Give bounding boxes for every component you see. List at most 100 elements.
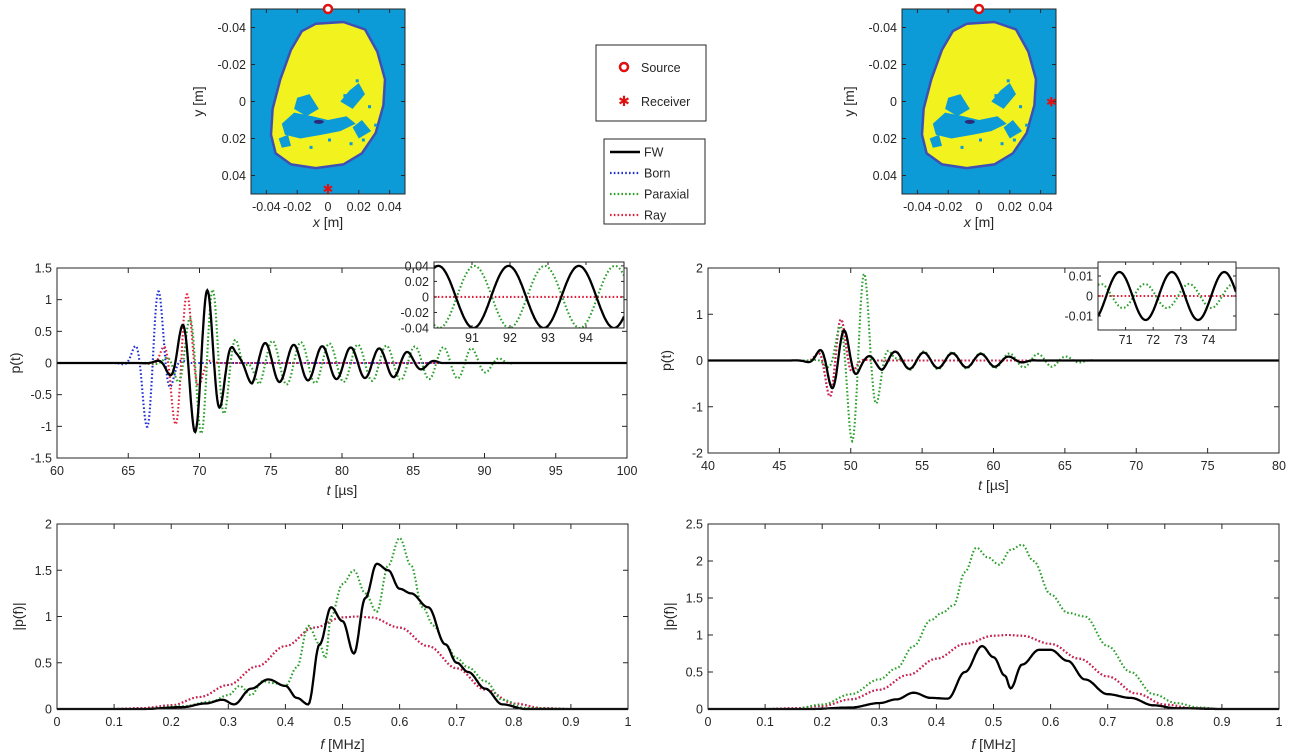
x-tick-label: 95 — [549, 464, 563, 478]
inset-series-paraxial — [434, 264, 624, 328]
inset-series-fw — [434, 264, 624, 328]
x-tick-label: 65 — [121, 464, 135, 478]
x-tick-label: 0.6 — [391, 715, 408, 729]
inner-speck — [1025, 123, 1029, 127]
inner-structure — [340, 83, 365, 109]
x-axis-label: f [MHz] — [971, 736, 1015, 752]
x-tick-label: 74 — [1201, 333, 1215, 347]
x-tick-label: 100 — [617, 464, 638, 478]
marker-legend-box — [595, 44, 707, 122]
x-tick-label: 55 — [915, 459, 929, 473]
x-tick-label: 73 — [1174, 333, 1188, 347]
inner-speck — [1000, 142, 1004, 146]
inner-structure — [352, 120, 372, 139]
x-tick-label: 0.8 — [505, 715, 522, 729]
y-tick-label: 0 — [45, 703, 52, 717]
inset-series-paraxial — [1098, 282, 1236, 310]
x-tick-label: 94 — [579, 331, 593, 345]
y-tick-label: 0.04 — [873, 169, 897, 183]
x-tick-label: 91 — [465, 331, 479, 345]
x-tick-label: 0.02 — [347, 200, 371, 214]
x-tick-label: 0.7 — [1099, 715, 1116, 729]
x-tick-label: 0.1 — [756, 715, 773, 729]
x-tick-label: 0.2 — [814, 715, 831, 729]
y-tick-label: 0 — [45, 357, 52, 371]
y-tick-label: 0 — [890, 95, 897, 109]
marker-legend: Source ✱ Receiver — [595, 44, 707, 122]
inset-frame — [433, 261, 625, 329]
source-legend-label: Source — [641, 61, 681, 75]
x-tick-label: 0.3 — [220, 715, 237, 729]
y-tick-label: 1.5 — [686, 592, 703, 606]
series-ray — [708, 633, 1279, 711]
x-tick-label: 0.9 — [1213, 715, 1230, 729]
legend-label-ray: Ray — [644, 209, 667, 223]
series-fw — [708, 644, 1279, 711]
time-left: 60 65 70 75 80 85 90 95 100 -1.5 -1 -0.5 0 0.5 1 1.5 t [… — [7, 262, 637, 499]
x-tick-label: 92 — [503, 331, 517, 345]
x-tick-label: 0.5 — [985, 715, 1002, 729]
x-tick-label: -0.04 — [252, 200, 281, 214]
map-right: -0.04 -0.02 0 0.02 0.04-0.04-0.0200.020.04x … — [841, 3, 1057, 230]
inner-speck — [979, 138, 982, 142]
x-tick-label: 70 — [1129, 459, 1143, 473]
inner-speck — [361, 138, 365, 142]
x-axis-label: x [m] — [312, 214, 343, 230]
y-tick-label: 0 — [1086, 290, 1093, 304]
inner-speck — [349, 142, 353, 146]
x-tick-label: 0.3 — [871, 715, 888, 729]
plot-frame — [56, 523, 629, 710]
y-axis-label: y [m] — [190, 86, 206, 116]
inner-structure — [278, 134, 291, 148]
x-tick-label: -0.02 — [934, 200, 963, 214]
y-tick-label: -0.04 — [218, 21, 247, 35]
receiver-legend-label: Receiver — [641, 95, 690, 109]
x-tick-label: 0.9 — [562, 715, 579, 729]
x-tick-label: 75 — [264, 464, 278, 478]
inner-speck — [994, 94, 998, 98]
x-tick-label: 93 — [541, 331, 555, 345]
series-fw — [708, 329, 1279, 390]
maps-layer: -0.04 -0.02 0 0.02 0.04-0.04-0.0200.020.04x … — [190, 3, 1057, 230]
x-tick-label: 1 — [1276, 715, 1283, 729]
y-tick-label: 1.5 — [35, 262, 52, 276]
inset-frame — [1097, 261, 1237, 331]
x-tick-label: 0.5 — [334, 715, 351, 729]
y-tick-label: 0.02 — [873, 132, 897, 146]
inner-structure — [991, 83, 1016, 109]
y-tick-label: -0.01 — [1065, 310, 1094, 324]
y-tick-label: 0.02 — [222, 132, 246, 146]
series-paraxial — [708, 543, 1279, 711]
x-axis-label: f [MHz] — [320, 736, 364, 752]
plots-layer: 60 65 70 75 80 85 90 95 100-1.5-1-0.500.511.5t [… — [7, 259, 1286, 752]
inner-speck — [355, 79, 359, 83]
x-tick-label: 0 — [325, 200, 332, 214]
x-tick-label: 80 — [335, 464, 349, 478]
inner-structure — [1003, 120, 1023, 139]
series-paraxial — [57, 536, 628, 711]
y-tick-label: -0.04 — [869, 21, 898, 35]
x-axis-label: t [µs] — [978, 477, 1009, 493]
y-tick-label: 0.04 — [222, 169, 246, 183]
series-born — [708, 318, 1279, 398]
y-tick-label: 2.5 — [686, 518, 703, 532]
inner-speck — [343, 94, 347, 98]
plot-frame — [56, 267, 628, 459]
y-tick-label: -0.02 — [401, 306, 430, 320]
inner-speck — [960, 145, 964, 149]
x-axis-label: x [m] — [963, 214, 994, 230]
x-tick-label: 0.4 — [928, 715, 945, 729]
y-tick-label: 0.01 — [1069, 270, 1093, 284]
inset-left: 91 92 93 94 -0.04 -0.02 00.02 0.04 — [401, 259, 625, 345]
x-tick-label: 0.2 — [163, 715, 180, 729]
x-tick-label: 70 — [193, 464, 207, 478]
y-tick-label: 0 — [696, 354, 703, 368]
x-tick-label: 80 — [1272, 459, 1286, 473]
plot-frame — [707, 267, 1280, 454]
x-tick-label: 60 — [987, 459, 1001, 473]
x-tick-label: 0 — [54, 715, 61, 729]
y-tick-label: 1 — [696, 629, 703, 643]
x-tick-label: 50 — [844, 459, 858, 473]
x-tick-label: 0.8 — [1156, 715, 1173, 729]
